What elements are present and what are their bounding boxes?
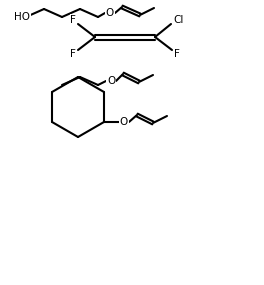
- Text: F: F: [70, 15, 76, 25]
- Text: O: O: [120, 117, 128, 127]
- Text: O: O: [106, 8, 114, 18]
- Text: F: F: [174, 49, 180, 59]
- Text: HO: HO: [14, 12, 30, 22]
- Text: O: O: [107, 76, 115, 86]
- Text: Cl: Cl: [174, 15, 184, 25]
- Text: F: F: [70, 49, 76, 59]
